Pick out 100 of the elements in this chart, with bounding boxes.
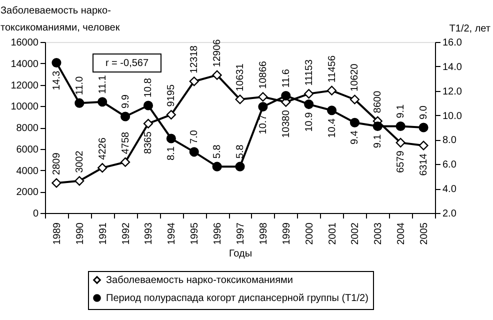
point xyxy=(372,122,382,132)
data-label: 9.0 xyxy=(418,105,430,120)
data-label: 10631 xyxy=(235,63,246,92)
x-tick-label: 1997 xyxy=(236,222,246,245)
x-tick-label: 1999 xyxy=(281,222,292,245)
y-tick-label: 6000 xyxy=(16,144,39,156)
data-label: 4758 xyxy=(120,131,132,154)
data-label: 2809 xyxy=(51,152,62,175)
x-tick-label: 2001 xyxy=(327,222,338,245)
point xyxy=(350,94,360,104)
y2-tick-label: 6.0 xyxy=(442,160,457,171)
y2-tick-label: 12.0 xyxy=(442,86,462,98)
data-label: 10.8 xyxy=(143,78,154,98)
point xyxy=(418,122,428,132)
point xyxy=(143,118,154,128)
data-label: 10.9 xyxy=(304,112,315,132)
data-label: 9.9 xyxy=(120,94,132,109)
point xyxy=(143,100,154,110)
point xyxy=(52,178,62,188)
data-label: 11.6 xyxy=(280,68,292,88)
data-label: 12318 xyxy=(189,45,200,74)
data-label: 9.4 xyxy=(350,130,361,145)
y-tick-label: 2000 xyxy=(16,187,39,198)
point xyxy=(120,112,130,122)
point xyxy=(189,76,199,86)
point xyxy=(258,102,268,112)
x-axis-title: Годы xyxy=(228,248,252,260)
point xyxy=(326,86,337,96)
point xyxy=(120,157,130,167)
point xyxy=(98,97,108,107)
data-label: 6314 xyxy=(418,153,430,176)
legend-label: Заболеваемость нарко-токсикоманиями xyxy=(106,275,293,286)
data-label: 5.8 xyxy=(235,144,246,159)
point xyxy=(304,89,314,99)
x-tick-label: 2003 xyxy=(373,222,384,245)
point xyxy=(258,92,268,102)
x-tick-label: 1991 xyxy=(98,222,109,245)
data-label: 7.0 xyxy=(189,130,200,144)
point xyxy=(418,140,428,150)
y-tick-label: 4000 xyxy=(16,166,39,177)
point xyxy=(166,134,176,144)
data-label: 6579 xyxy=(396,150,407,173)
data-label: 14.3 xyxy=(51,70,62,90)
data-label: 10620 xyxy=(350,63,361,92)
data-label: 4226 xyxy=(97,137,108,160)
y2-tick-label: 14.0 xyxy=(442,62,462,73)
data-label: 10.4 xyxy=(326,118,338,138)
x-tick-label: 1993 xyxy=(144,222,155,245)
point xyxy=(235,94,245,104)
legend-label: Период полураспада когорт диспансерной группы (T1/2) xyxy=(106,293,368,304)
x-tick-label: 1989 xyxy=(52,222,63,245)
data-label: 9.1 xyxy=(372,134,384,148)
y-tick-label: 16000 xyxy=(10,38,39,48)
data-label: 9.1 xyxy=(396,104,407,118)
y2-tick-label: 8.0 xyxy=(442,135,457,146)
point xyxy=(396,122,406,132)
y2-tick-label: 16.0 xyxy=(442,38,462,48)
x-tick-label: 2005 xyxy=(419,222,430,245)
data-label: 11153 xyxy=(304,59,315,86)
x-tick-label: 2000 xyxy=(304,222,316,245)
y2-tick-label: 2.0 xyxy=(442,208,457,220)
point xyxy=(52,58,62,68)
point xyxy=(212,70,222,80)
data-label: 8365 xyxy=(143,131,154,154)
point xyxy=(326,106,337,116)
point xyxy=(189,147,199,157)
y-tick-label: 10000 xyxy=(10,102,39,113)
data-label: 8600 xyxy=(372,90,384,114)
x-tick-label: 2004 xyxy=(396,222,408,245)
x-tick-label: 1995 xyxy=(190,222,201,245)
point xyxy=(166,110,176,120)
y-tick-label: 8000 xyxy=(16,123,39,134)
x-tick-label: 1992 xyxy=(120,222,132,245)
data-label: 10380 xyxy=(280,110,292,138)
y-tick-label: 12000 xyxy=(10,80,39,92)
data-label: 11.0 xyxy=(74,76,86,96)
x-tick-label: 1994 xyxy=(166,222,178,245)
point xyxy=(235,162,245,172)
data-label: 12906 xyxy=(212,38,224,68)
y2-axis-title: T1/2, лет xyxy=(449,24,491,34)
point xyxy=(281,90,291,101)
y-axis-title: Заболеваемость нарко- токсикоманиями, человек xyxy=(0,6,120,34)
data-label: 8.1 xyxy=(166,146,178,160)
y-tick-label: 0 xyxy=(32,208,39,220)
data-label: 11456 xyxy=(326,55,338,83)
point xyxy=(350,118,360,128)
point xyxy=(74,176,84,186)
annotation: r = -0,567 xyxy=(105,58,149,69)
point xyxy=(212,162,222,172)
data-label: 10866 xyxy=(258,60,269,89)
x-tick-label: 1996 xyxy=(212,222,224,245)
y2-tick-label: 10.0 xyxy=(442,110,462,122)
data-label: 3002 xyxy=(74,150,86,173)
point xyxy=(74,98,84,108)
x-tick-label: 1998 xyxy=(258,222,270,245)
data-label: 11.1 xyxy=(97,74,108,94)
y2-tick-label: 4.0 xyxy=(442,184,457,196)
data-label: 9195 xyxy=(166,84,178,107)
x-tick-label: 1990 xyxy=(74,222,86,245)
point xyxy=(396,138,406,148)
